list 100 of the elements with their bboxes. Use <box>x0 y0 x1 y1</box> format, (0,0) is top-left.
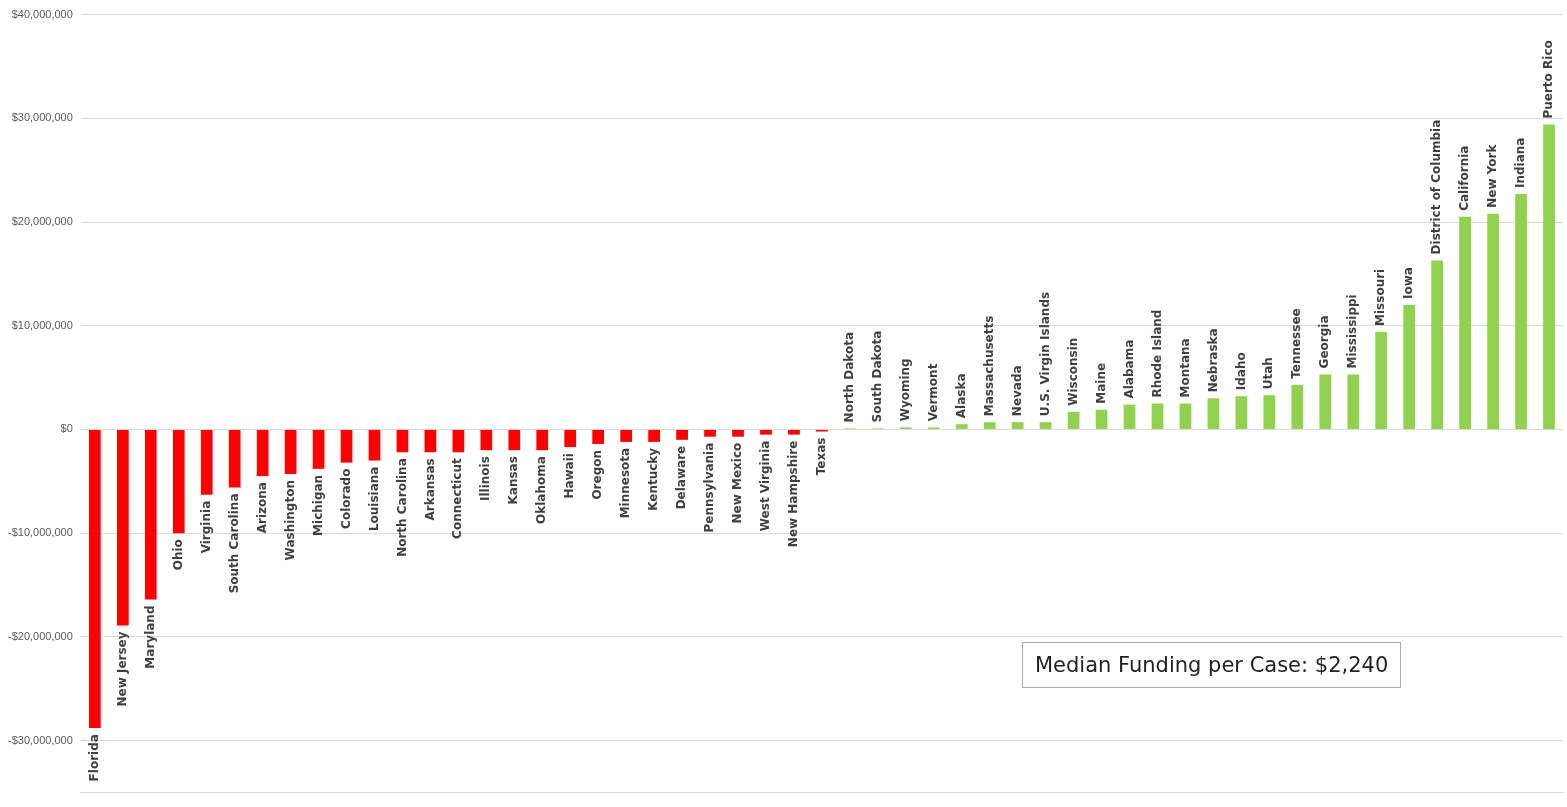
bar <box>1291 384 1304 429</box>
bar <box>1263 395 1276 429</box>
x-tick-label: Ohio <box>170 539 185 571</box>
bar <box>1319 374 1332 429</box>
bar <box>312 429 325 469</box>
x-tick-label: Arkansas <box>422 458 437 521</box>
x-tick-label: Oklahoma <box>534 456 549 524</box>
bar <box>340 429 353 463</box>
bar <box>1459 216 1471 429</box>
bar <box>788 429 800 435</box>
x-tick-label: Nevada <box>1009 365 1024 417</box>
x-tick-label: Alabama <box>1121 339 1136 399</box>
bar <box>620 429 633 442</box>
bar <box>1011 422 1024 429</box>
x-tick-label: Washington <box>282 480 297 561</box>
bar <box>284 429 297 475</box>
bar <box>424 429 437 453</box>
bar <box>1543 124 1555 429</box>
bar <box>1095 409 1108 429</box>
x-tick-label: Texas <box>814 437 829 476</box>
x-tick-label: District of Columbia <box>1429 119 1444 255</box>
x-tick-label: North Dakota <box>842 331 857 423</box>
bar <box>536 429 549 451</box>
bar <box>452 429 465 453</box>
x-tick-label: Illinois <box>478 456 493 502</box>
x-tick-label: Connecticut <box>450 457 465 539</box>
x-tick-label: Georgia <box>1317 315 1332 369</box>
x-tick-label: Tennessee <box>1289 308 1304 379</box>
bar <box>256 429 269 477</box>
x-tick-label: Oregon <box>590 449 605 500</box>
y-tick-label: -$30,000,000 <box>7 733 73 746</box>
bar <box>704 429 716 437</box>
x-tick-label: New Hampshire <box>786 440 801 548</box>
x-tick-label: South Carolina <box>226 493 241 594</box>
x-tick-label: Nebraska <box>1205 328 1220 393</box>
bar <box>396 429 409 453</box>
y-tick-label: $10,000,000 <box>11 318 73 331</box>
bar <box>1375 331 1388 429</box>
bar <box>1151 403 1164 429</box>
bar <box>116 429 129 626</box>
y-tick-label: $20,000,000 <box>11 215 73 228</box>
x-tick-label: New Mexico <box>730 442 745 524</box>
bar <box>1207 398 1220 429</box>
x-tick-label: Missouri <box>1373 268 1388 326</box>
x-tick-label: Alaska <box>953 373 968 419</box>
x-tick-label: Kansas <box>506 456 521 505</box>
x-tick-label: Michigan <box>310 474 325 536</box>
x-tick-label: Virginia <box>198 500 213 554</box>
x-tick-label: Florida <box>86 734 101 782</box>
bar <box>508 429 521 451</box>
bar <box>144 429 157 600</box>
x-tick-label: Indiana <box>1513 137 1528 189</box>
x-tick-label: Vermont <box>925 363 940 422</box>
x-tick-label: Maryland <box>142 605 157 669</box>
x-tick-label: Montana <box>1177 338 1192 398</box>
x-tick-label: Hawaii <box>562 453 577 499</box>
bar <box>1123 404 1136 429</box>
bar <box>676 429 688 440</box>
x-tick-label: Maine <box>1093 362 1108 404</box>
x-tick-label: Utah <box>1261 357 1276 390</box>
x-tick-label: Idaho <box>1233 352 1248 391</box>
x-tick-label: West Virginia <box>758 440 773 532</box>
bar <box>955 424 968 429</box>
x-tick-label: North Carolina <box>394 458 409 557</box>
bar <box>592 429 605 444</box>
x-tick-label: Colorado <box>338 468 353 529</box>
x-tick-label: New Jersey <box>114 631 129 707</box>
bar <box>1235 396 1248 429</box>
bar <box>480 429 493 451</box>
bar <box>88 429 101 729</box>
x-tick-label: Louisiana <box>366 466 381 532</box>
x-tick-label: South Dakota <box>869 330 884 423</box>
x-tick-label: Puerto Rico <box>1541 40 1556 119</box>
bar <box>1431 260 1444 429</box>
x-tick-label: Rhode Island <box>1149 309 1164 398</box>
bar <box>1039 422 1052 429</box>
x-tick-label: Minnesota <box>618 447 633 519</box>
x-tick-label: Arizona <box>254 482 269 534</box>
x-tick-label: Delaware <box>674 445 689 510</box>
bar <box>732 429 744 437</box>
x-tick-label: Kentucky <box>646 447 661 511</box>
bar <box>1179 403 1192 429</box>
bar <box>1403 304 1416 429</box>
bar <box>1487 213 1499 429</box>
x-tick-label: U.S. Virgin Islands <box>1037 291 1052 417</box>
y-tick-label: -$10,000,000 <box>7 526 73 539</box>
x-tick-label: California <box>1457 145 1472 211</box>
y-tick-label: -$20,000,000 <box>7 629 73 642</box>
y-tick-label: $0 <box>60 422 73 435</box>
bar <box>1347 374 1360 429</box>
x-tick-label: Iowa <box>1401 267 1416 299</box>
x-tick-label: Pennsylvania <box>702 442 717 533</box>
bar <box>760 429 772 435</box>
annotation: Median Funding per Case: $2,240 <box>1022 642 1402 688</box>
y-tick-label: $40,000,000 <box>11 7 73 20</box>
bar <box>368 429 381 461</box>
bar <box>983 422 996 429</box>
x-tick-label: Wisconsin <box>1065 337 1080 406</box>
bar <box>1515 194 1527 429</box>
x-tick-label: Mississippi <box>1345 294 1360 369</box>
